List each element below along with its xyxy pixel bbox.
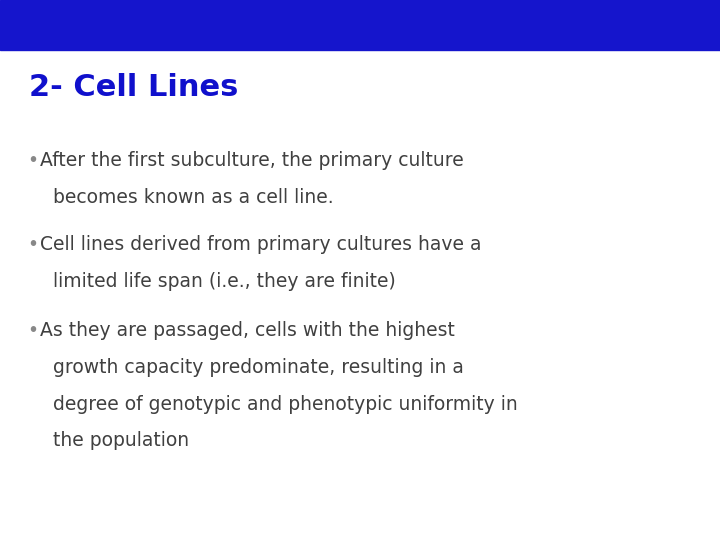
Text: After the first subculture, the primary culture: After the first subculture, the primary … [40,151,464,170]
Text: the population: the population [53,431,189,450]
Text: degree of genotypic and phenotypic uniformity in: degree of genotypic and phenotypic unifo… [53,395,517,414]
Text: •: • [27,235,38,254]
Text: becomes known as a cell line.: becomes known as a cell line. [53,188,333,207]
Bar [0,0,720,50]
Text: •: • [27,151,38,170]
Text: 2- Cell Lines: 2- Cell Lines [29,73,238,102]
Text: •: • [27,321,38,340]
Text: growth capacity predominate, resulting in a: growth capacity predominate, resulting i… [53,358,464,377]
Text: As they are passaged, cells with the highest: As they are passaged, cells with the hig… [40,321,454,340]
Text: limited life span (i.e., they are finite): limited life span (i.e., they are finite… [53,272,395,291]
Text: Cell lines derived from primary cultures have a: Cell lines derived from primary cultures… [40,235,481,254]
